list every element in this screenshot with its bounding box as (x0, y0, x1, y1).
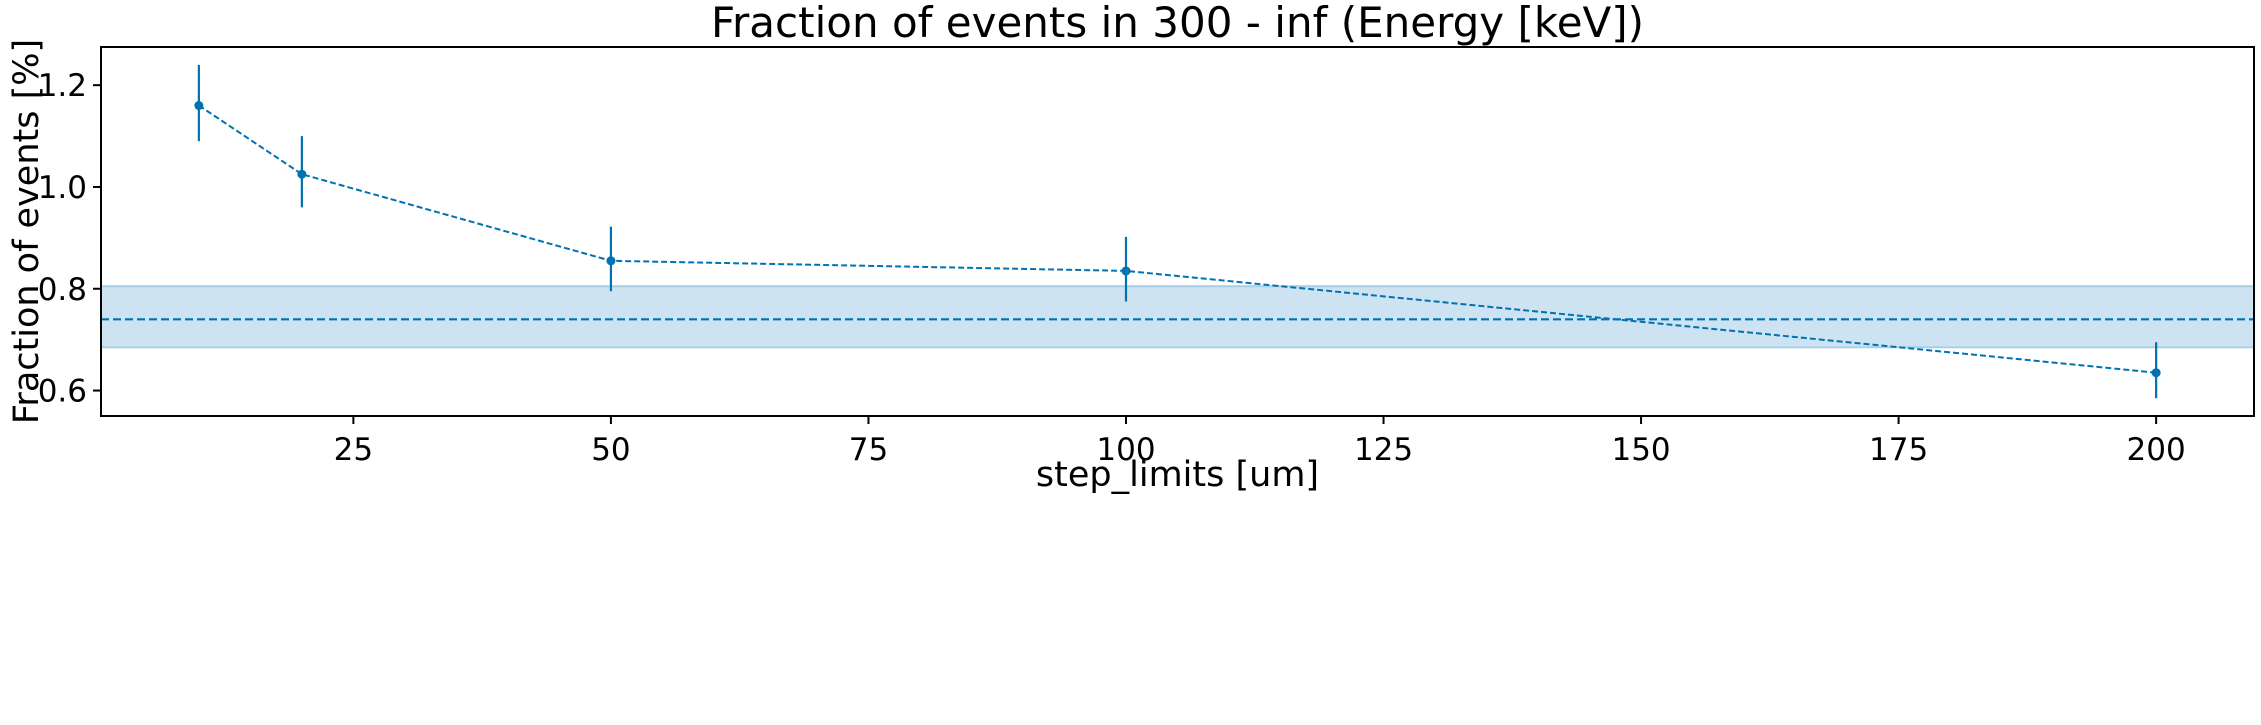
y-tick-label: 1.2 (38, 68, 87, 104)
axes-frame (100, 46, 2255, 417)
x-tick-label: 25 (334, 432, 373, 468)
x-axis-ticks: 25 50 75 100 125 150 175 200 (334, 416, 2186, 468)
data-point (2151, 368, 2161, 378)
data-point (194, 101, 204, 111)
x-axis-label: step_limits [um] (1036, 455, 1319, 495)
x-tick-label: 100 (1096, 432, 1155, 468)
y-tick-label: 1.0 (38, 170, 87, 206)
x-tick-label: 150 (1611, 432, 1670, 468)
y-tick-label: 0.8 (38, 272, 87, 308)
x-tick-label: 200 (2127, 432, 2186, 468)
x-tick-label: 50 (591, 432, 630, 468)
y-axis-label: Fraction of events [%] (7, 39, 47, 424)
x-tick-label: 75 (849, 432, 888, 468)
plot-area (100, 64, 2255, 399)
y-tick-label: 0.6 (38, 374, 87, 410)
data-point (1121, 266, 1131, 276)
series-layer (194, 64, 2161, 399)
reference-band (100, 285, 2255, 349)
data-point (297, 169, 307, 179)
y-axis-ticks: 0.6 0.8 1.0 1.2 (38, 68, 101, 410)
x-tick-label: 125 (1354, 432, 1413, 468)
data-point (606, 256, 616, 266)
chart-title: Fraction of events in 300 - inf (Energy … (711, 0, 1644, 47)
x-tick-label: 175 (1869, 432, 1928, 468)
